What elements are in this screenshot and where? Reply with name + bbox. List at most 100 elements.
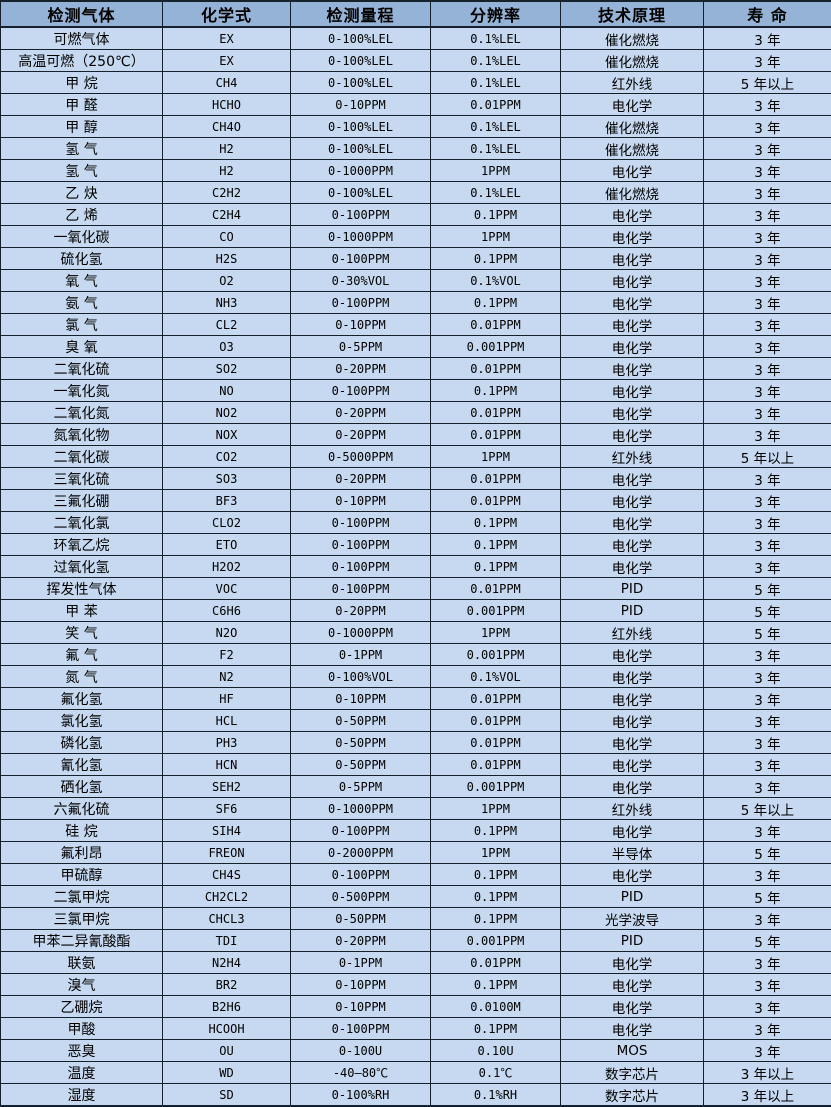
cell-gas: 氮氧化物 — [1, 424, 163, 446]
cell-gas: 氟化氢 — [1, 688, 163, 710]
cell-resolution: 0.1PPM — [431, 974, 561, 996]
cell-resolution: 1PPM — [431, 622, 561, 644]
cell-gas: 甲酸 — [1, 1018, 163, 1040]
column-header-technology: 技术原理 — [561, 1, 704, 27]
cell-resolution: 0.001PPM — [431, 600, 561, 622]
cell-formula: C6H6 — [163, 600, 291, 622]
cell-range: 0-100PPM — [291, 556, 431, 578]
cell-gas: 二氧化碳 — [1, 446, 163, 468]
cell-lifespan: 3 年 — [704, 160, 831, 182]
cell-technology: 电化学 — [561, 424, 704, 446]
cell-lifespan: 3 年 — [704, 248, 831, 270]
cell-gas: 乙硼烷 — [1, 996, 163, 1018]
cell-gas: 挥发性气体 — [1, 578, 163, 600]
cell-range: 0-5PPM — [291, 776, 431, 798]
cell-range: 0-10PPM — [291, 490, 431, 512]
cell-gas: 氢 气 — [1, 138, 163, 160]
cell-lifespan: 3 年 — [704, 974, 831, 996]
cell-gas: 一氧化氮 — [1, 380, 163, 402]
cell-lifespan: 3 年 — [704, 1018, 831, 1040]
cell-range: 0-10PPM — [291, 996, 431, 1018]
cell-technology: 催化燃烧 — [561, 116, 704, 138]
cell-lifespan: 3 年 — [704, 402, 831, 424]
cell-formula: HCL — [163, 710, 291, 732]
cell-range: 0-20PPM — [291, 930, 431, 952]
table-header: 检测气体 化学式 检测量程 分辨率 技术原理 寿 命 — [1, 1, 831, 27]
cell-technology: 数字芯片 — [561, 1084, 704, 1107]
cell-gas: 氰化氢 — [1, 754, 163, 776]
cell-gas: 甲 醇 — [1, 116, 163, 138]
cell-technology: 电化学 — [561, 248, 704, 270]
cell-technology: 电化学 — [561, 820, 704, 842]
cell-range: 0-100PPM — [291, 1018, 431, 1040]
cell-resolution: 0.001PPM — [431, 336, 561, 358]
cell-range: 0-50PPM — [291, 754, 431, 776]
cell-technology: 数字芯片 — [561, 1062, 704, 1084]
column-header-lifespan: 寿 命 — [704, 1, 831, 27]
cell-technology: 电化学 — [561, 732, 704, 754]
cell-formula: CH4S — [163, 864, 291, 886]
cell-gas: 氯 气 — [1, 314, 163, 336]
cell-range: 0-50PPM — [291, 732, 431, 754]
cell-lifespan: 5 年 — [704, 886, 831, 908]
cell-lifespan: 3 年 — [704, 490, 831, 512]
cell-lifespan: 3 年 — [704, 94, 831, 116]
cell-resolution: 0.0100M — [431, 996, 561, 1018]
cell-range: 0-100PPM — [291, 534, 431, 556]
cell-technology: PID — [561, 930, 704, 952]
cell-technology: PID — [561, 886, 704, 908]
cell-resolution: 0.01PPM — [431, 314, 561, 336]
cell-formula: TDI — [163, 930, 291, 952]
cell-gas: 甲苯二异氰酸酯 — [1, 930, 163, 952]
cell-range: 0-5000PPM — [291, 446, 431, 468]
cell-formula: FREON — [163, 842, 291, 864]
cell-resolution: 0.01PPM — [431, 732, 561, 754]
cell-range: 0-100%LEL — [291, 138, 431, 160]
cell-lifespan: 3 年以上 — [704, 1062, 831, 1084]
cell-resolution: 0.1PPM — [431, 292, 561, 314]
cell-resolution: 0.1%RH — [431, 1084, 561, 1107]
cell-formula: F2 — [163, 644, 291, 666]
cell-range: 0-100PPM — [291, 820, 431, 842]
cell-gas: 氯化氢 — [1, 710, 163, 732]
cell-range: 0-20PPM — [291, 402, 431, 424]
cell-lifespan: 3 年 — [704, 1040, 831, 1062]
cell-resolution: 1PPM — [431, 446, 561, 468]
cell-resolution: 0.1℃ — [431, 1062, 561, 1084]
cell-gas: 甲 苯 — [1, 600, 163, 622]
cell-resolution: 0.01PPM — [431, 952, 561, 974]
cell-gas: 溴气 — [1, 974, 163, 996]
cell-range: 0-100%LEL — [291, 50, 431, 72]
cell-formula: CHCL3 — [163, 908, 291, 930]
cell-range: 0-100PPM — [291, 248, 431, 270]
cell-gas: 硒化氢 — [1, 776, 163, 798]
cell-formula: ETO — [163, 534, 291, 556]
cell-formula: H2S — [163, 248, 291, 270]
cell-technology: 电化学 — [561, 204, 704, 226]
cell-lifespan: 3 年 — [704, 138, 831, 160]
cell-lifespan: 3 年 — [704, 732, 831, 754]
cell-lifespan: 3 年 — [704, 468, 831, 490]
cell-technology: 催化燃烧 — [561, 138, 704, 160]
cell-formula: B2H6 — [163, 996, 291, 1018]
